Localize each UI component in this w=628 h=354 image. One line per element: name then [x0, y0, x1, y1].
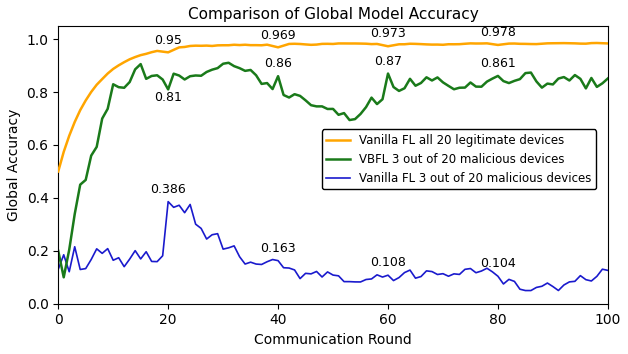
Vanilla FL all 20 legitimate devices: [93, 82, 100, 87]
Text: 0.95: 0.95: [154, 34, 182, 46]
Vanilla FL 3 out of 20 malicious devices: [313, 269, 320, 274]
Line: Vanilla FL 3 out of 20 malicious devices: Vanilla FL 3 out of 20 malicious devices: [58, 202, 608, 291]
Text: 0.108: 0.108: [370, 256, 406, 269]
Line: VBFL 3 out of 20 malicious devices: VBFL 3 out of 20 malicious devices: [58, 63, 608, 277]
Vanilla FL 3 out of 20 malicious devices: [604, 268, 612, 273]
Title: Comparison of Global Model Accuracy: Comparison of Global Model Accuracy: [188, 7, 479, 22]
Text: 0.978: 0.978: [480, 26, 516, 39]
Text: 0.87: 0.87: [374, 55, 402, 68]
VBFL 3 out of 20 malicious devices: [604, 76, 612, 81]
Vanilla FL 3 out of 20 malicious devices: [390, 279, 398, 283]
Y-axis label: Global Accuracy: Global Accuracy: [7, 109, 21, 221]
Vanilla FL 3 out of 20 malicious devices: [522, 289, 529, 293]
VBFL 3 out of 20 malicious devices: [197, 74, 205, 78]
Vanilla FL 3 out of 20 malicious devices: [55, 267, 62, 272]
VBFL 3 out of 20 malicious devices: [450, 87, 458, 91]
VBFL 3 out of 20 malicious devices: [478, 85, 485, 89]
Legend: Vanilla FL all 20 legitimate devices, VBFL 3 out of 20 malicious devices, Vanill: Vanilla FL all 20 legitimate devices, VB…: [322, 129, 597, 189]
VBFL 3 out of 20 malicious devices: [318, 104, 326, 108]
Text: 0.973: 0.973: [370, 28, 406, 40]
Text: 0.969: 0.969: [260, 29, 296, 41]
Vanilla FL all 20 legitimate devices: [192, 44, 200, 48]
Text: 0.861: 0.861: [480, 57, 516, 70]
Text: 0.386: 0.386: [150, 183, 186, 196]
VBFL 3 out of 20 malicious devices: [225, 61, 232, 65]
VBFL 3 out of 20 malicious devices: [55, 249, 62, 253]
Line: Vanilla FL all 20 legitimate devices: Vanilla FL all 20 legitimate devices: [58, 43, 608, 171]
Vanilla FL 3 out of 20 malicious devices: [93, 247, 100, 251]
Vanilla FL 3 out of 20 malicious devices: [472, 270, 480, 275]
Vanilla FL all 20 legitimate devices: [604, 41, 612, 46]
Text: 0.104: 0.104: [480, 257, 516, 270]
Vanilla FL all 20 legitimate devices: [384, 44, 392, 48]
VBFL 3 out of 20 malicious devices: [60, 275, 67, 279]
VBFL 3 out of 20 malicious devices: [395, 89, 403, 93]
Vanilla FL all 20 legitimate devices: [307, 43, 315, 47]
Text: 0.81: 0.81: [154, 91, 182, 104]
Text: 0.163: 0.163: [260, 242, 296, 255]
X-axis label: Communication Round: Communication Round: [254, 333, 412, 347]
Vanilla FL all 20 legitimate devices: [439, 42, 447, 47]
Vanilla FL 3 out of 20 malicious devices: [165, 200, 172, 204]
Vanilla FL all 20 legitimate devices: [55, 169, 62, 173]
Text: 0.86: 0.86: [264, 57, 292, 70]
Vanilla FL 3 out of 20 malicious devices: [445, 274, 452, 278]
VBFL 3 out of 20 malicious devices: [99, 116, 106, 121]
Vanilla FL all 20 legitimate devices: [467, 41, 474, 46]
Vanilla FL all 20 legitimate devices: [593, 41, 600, 45]
Vanilla FL 3 out of 20 malicious devices: [197, 226, 205, 230]
